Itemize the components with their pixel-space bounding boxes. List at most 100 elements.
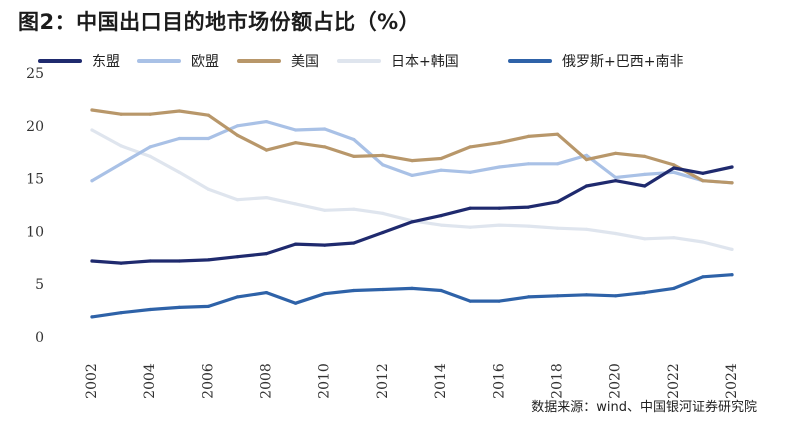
data-point xyxy=(555,226,560,230)
data-point xyxy=(177,136,181,141)
data-point xyxy=(148,259,152,263)
data-point xyxy=(177,259,181,263)
data-point xyxy=(264,291,269,295)
data-point xyxy=(701,275,705,279)
data-point xyxy=(672,170,676,174)
data-point xyxy=(410,286,414,290)
data-point xyxy=(439,288,443,293)
legend-label: 东盟 xyxy=(92,54,120,70)
data-point xyxy=(323,208,327,212)
data-point xyxy=(352,137,356,142)
data-point xyxy=(352,154,356,158)
data-point xyxy=(701,240,705,244)
data-point xyxy=(468,225,472,229)
data-point xyxy=(352,288,356,293)
data-point xyxy=(264,252,269,256)
data-point xyxy=(555,200,560,204)
y-tick-label: 15 xyxy=(26,172,44,188)
data-point xyxy=(206,113,210,117)
data-point xyxy=(643,237,647,241)
figure-title: 图2：中国出口目的地市场份额占比（%） xyxy=(18,10,421,34)
series-line-2 xyxy=(90,108,734,185)
data-point xyxy=(177,305,181,309)
data-point xyxy=(468,170,472,174)
data-point xyxy=(323,127,327,131)
data-point xyxy=(526,224,531,228)
data-point xyxy=(264,196,269,200)
data-point xyxy=(614,294,618,298)
source-note: 数据来源：wind、中国银河证券研究院 xyxy=(531,400,757,415)
data-point xyxy=(584,153,589,157)
data-point xyxy=(235,295,240,299)
series-line-0 xyxy=(90,165,734,265)
data-point xyxy=(497,299,501,303)
data-point xyxy=(148,112,152,116)
data-point xyxy=(730,247,734,251)
x-tick-label: 2020 xyxy=(608,363,624,399)
data-point xyxy=(555,294,560,298)
data-point xyxy=(410,173,414,177)
data-point xyxy=(90,259,94,263)
data-point xyxy=(614,151,618,155)
data-point xyxy=(730,181,734,185)
data-point xyxy=(584,184,589,188)
y-tick-label: 0 xyxy=(35,330,44,346)
data-point xyxy=(90,108,94,112)
data-point xyxy=(148,154,152,158)
data-point xyxy=(439,168,443,172)
y-tick-label: 25 xyxy=(26,66,44,82)
data-point xyxy=(614,179,618,183)
data-point xyxy=(643,154,647,158)
data-point xyxy=(439,156,443,161)
x-tick-label: 2022 xyxy=(666,363,682,399)
data-point xyxy=(323,243,327,247)
x-axis: 2002 2004 2006 2008 2010 2012 2014 2016 2018 2020… xyxy=(84,363,740,399)
data-point xyxy=(672,163,676,167)
data-point xyxy=(90,128,94,132)
y-axis: 0 5 10 15 20 25 xyxy=(26,66,44,346)
data-point xyxy=(90,315,94,319)
data-point xyxy=(497,206,501,210)
x-tick-label: 2018 xyxy=(549,363,565,399)
data-point xyxy=(381,287,385,292)
data-point xyxy=(584,158,589,162)
data-point xyxy=(119,261,123,265)
data-point xyxy=(381,163,385,167)
series-line-1 xyxy=(90,119,734,185)
data-point xyxy=(206,187,210,191)
y-tick-label: 5 xyxy=(35,277,44,293)
data-point xyxy=(497,141,501,145)
x-tick-label: 2016 xyxy=(491,363,507,399)
data-point xyxy=(584,293,589,297)
data-point xyxy=(468,299,472,303)
data-point xyxy=(672,166,676,170)
chart-legend: 东盟 欧盟 美国 日本+韩国 俄罗斯+巴西+南非 xyxy=(38,54,683,70)
data-point xyxy=(177,109,181,113)
data-point xyxy=(643,172,647,176)
x-tick-label: 2024 xyxy=(724,363,740,399)
data-point xyxy=(119,144,123,148)
y-tick-label: 20 xyxy=(26,119,44,135)
data-point xyxy=(381,153,385,157)
data-point xyxy=(526,205,531,209)
data-point xyxy=(90,179,94,183)
data-point xyxy=(206,136,210,141)
data-point xyxy=(381,211,385,215)
data-point xyxy=(381,230,385,235)
data-point xyxy=(497,165,501,169)
data-point xyxy=(323,292,327,296)
data-point xyxy=(294,242,298,246)
data-point xyxy=(119,162,123,166)
x-tick-label: 2014 xyxy=(433,363,449,399)
legend-label: 日本+韩国 xyxy=(391,54,459,70)
data-point xyxy=(468,145,472,149)
data-point xyxy=(555,132,560,136)
data-point xyxy=(264,120,269,124)
x-tick-label: 2004 xyxy=(142,363,158,399)
y-tick-label: 10 xyxy=(26,224,44,240)
data-point xyxy=(439,214,443,218)
data-point xyxy=(701,179,705,183)
data-point xyxy=(264,148,269,152)
data-point xyxy=(206,304,210,308)
legend-label: 欧盟 xyxy=(191,54,219,70)
